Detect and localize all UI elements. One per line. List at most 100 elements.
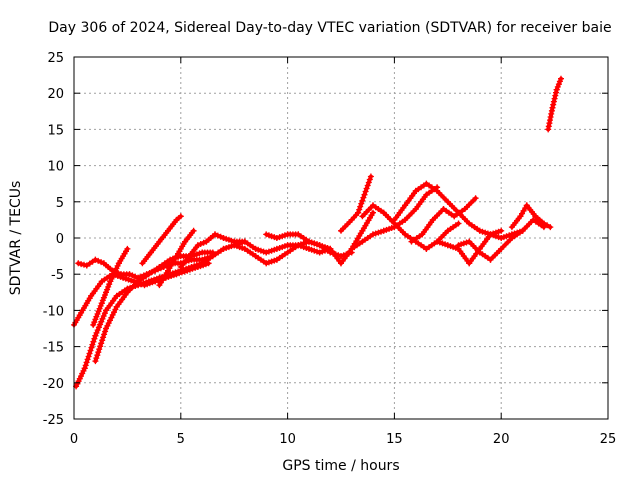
data-point-marker xyxy=(81,261,87,268)
data-point-marker xyxy=(141,282,148,289)
data-point-marker xyxy=(87,347,94,354)
series-track-f xyxy=(139,213,184,267)
data-point-marker xyxy=(177,213,184,220)
data-point-marker xyxy=(88,344,95,351)
data-point-marker xyxy=(370,209,376,216)
data-point-marker xyxy=(311,240,318,247)
data-point-marker xyxy=(99,315,106,322)
series-track-t xyxy=(545,75,564,133)
x-tick-label: 10 xyxy=(279,432,296,447)
data-point-marker xyxy=(556,78,563,85)
data-point-marker xyxy=(212,231,218,238)
data-point-marker xyxy=(220,235,227,241)
data-point-marker xyxy=(85,353,92,360)
data-point-marker xyxy=(263,249,270,256)
data-point-marker xyxy=(138,281,145,288)
data-point-marker xyxy=(338,253,344,260)
data-point-marker xyxy=(308,239,315,246)
data-point-marker xyxy=(105,283,112,290)
data-point-marker xyxy=(265,248,272,255)
data-point-marker xyxy=(558,75,564,82)
data-point-marker xyxy=(95,324,102,331)
data-point-marker xyxy=(220,245,227,252)
data-point-marker xyxy=(239,239,246,246)
series-track-p xyxy=(408,195,479,245)
data-point-marker xyxy=(442,241,449,248)
grid xyxy=(74,57,608,419)
data-point-marker xyxy=(95,349,102,356)
data-point-marker xyxy=(482,229,489,236)
data-point-marker xyxy=(300,240,307,247)
data-point-marker xyxy=(109,311,116,318)
data-point-marker xyxy=(106,281,113,288)
data-series xyxy=(71,75,564,390)
data-point-marker xyxy=(552,92,559,99)
series-track-m xyxy=(348,184,441,252)
x-tick-label: 0 xyxy=(70,432,78,447)
data-point-marker xyxy=(90,338,97,345)
data-point-marker xyxy=(458,241,465,248)
data-point-marker xyxy=(553,86,560,93)
data-point-marker xyxy=(316,249,323,256)
data-point-marker xyxy=(132,273,139,280)
data-point-marker xyxy=(472,195,479,202)
data-point-marker xyxy=(553,89,559,96)
data-point-marker xyxy=(380,227,387,234)
data-point-marker xyxy=(495,234,502,241)
data-point-marker xyxy=(547,224,554,231)
data-point-marker xyxy=(92,332,99,339)
data-point-marker xyxy=(460,240,467,247)
y-tick-label: 10 xyxy=(47,160,64,175)
y-axis-title: SDTVAR / TECUs xyxy=(8,181,24,296)
x-tick-label: 15 xyxy=(386,432,403,447)
data-point-marker xyxy=(319,243,326,250)
data-point-marker xyxy=(239,245,246,251)
data-point-marker xyxy=(365,179,372,186)
data-point-marker xyxy=(84,356,91,363)
y-tick-label: -15 xyxy=(43,341,64,356)
data-point-marker xyxy=(99,297,106,304)
data-point-marker xyxy=(181,268,188,275)
data-point-marker xyxy=(94,327,101,334)
data-point-marker xyxy=(75,260,82,267)
data-point-marker xyxy=(223,235,230,242)
data-point-marker xyxy=(255,246,262,253)
data-point-marker xyxy=(297,241,304,248)
data-point-marker xyxy=(129,272,136,279)
series-track-l xyxy=(338,173,374,234)
data-point-marker xyxy=(436,239,443,246)
data-point-marker xyxy=(362,188,369,195)
data-point-marker xyxy=(263,260,270,267)
series-track-s xyxy=(508,202,554,231)
data-point-marker xyxy=(476,227,483,234)
data-point-marker xyxy=(455,220,462,227)
data-point-marker xyxy=(311,247,318,254)
data-point-marker xyxy=(91,335,98,342)
data-point-marker xyxy=(479,228,486,235)
data-point-marker xyxy=(190,227,197,234)
series-track-e xyxy=(90,245,131,328)
data-point-marker xyxy=(276,245,283,251)
data-point-marker xyxy=(452,245,459,251)
data-point-marker xyxy=(434,238,441,245)
data-point-marker xyxy=(192,264,199,271)
data-point-marker xyxy=(383,226,390,233)
data-point-marker xyxy=(498,235,505,241)
chart-title: Day 306 of 2024, Sidereal Day-to-day VTE… xyxy=(48,20,611,36)
data-point-marker xyxy=(324,245,331,251)
data-point-marker xyxy=(316,242,323,249)
data-point-marker xyxy=(550,98,557,105)
data-point-marker xyxy=(100,313,107,319)
data-point-marker xyxy=(281,243,288,250)
data-point-marker xyxy=(194,242,201,249)
data-point-marker xyxy=(98,300,105,307)
data-point-marker xyxy=(95,257,102,264)
data-point-marker xyxy=(173,271,180,278)
data-point-marker xyxy=(555,81,562,88)
data-point-marker xyxy=(108,314,115,321)
data-point-marker xyxy=(93,313,100,320)
data-point-marker xyxy=(273,245,280,252)
x-axis-title: GPS time / hours xyxy=(282,458,399,474)
data-point-marker xyxy=(544,222,551,229)
